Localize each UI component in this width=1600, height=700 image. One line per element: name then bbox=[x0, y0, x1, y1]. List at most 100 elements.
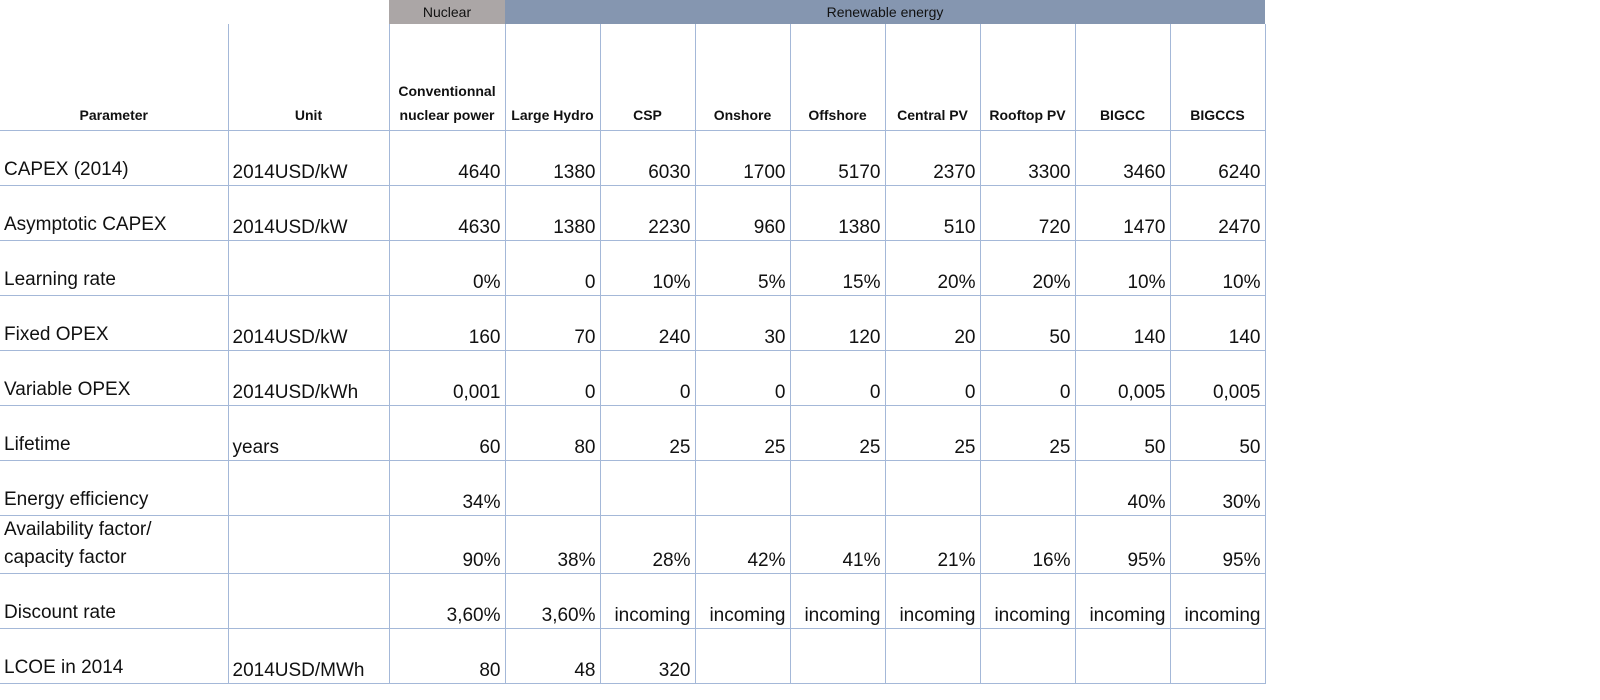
technology-column-header[interactable]: BIGCC bbox=[1074, 24, 1171, 131]
value-cell[interactable]: 80 bbox=[504, 405, 601, 461]
value-cell[interactable]: 240 bbox=[599, 295, 696, 351]
value-cell[interactable]: 20% bbox=[979, 240, 1076, 296]
value-cell[interactable] bbox=[599, 460, 696, 516]
value-cell[interactable]: 25 bbox=[979, 405, 1076, 461]
value-cell[interactable]: 20% bbox=[884, 240, 981, 296]
value-cell[interactable]: 720 bbox=[979, 185, 1076, 241]
value-cell[interactable]: 140 bbox=[1169, 295, 1266, 351]
value-cell[interactable]: 5% bbox=[694, 240, 791, 296]
value-cell[interactable]: 28% bbox=[599, 515, 696, 574]
value-cell[interactable]: 3460 bbox=[1074, 130, 1171, 186]
value-cell[interactable]: 0 bbox=[504, 240, 601, 296]
value-cell[interactable] bbox=[884, 460, 981, 516]
value-cell[interactable]: 1470 bbox=[1074, 185, 1171, 241]
value-cell[interactable] bbox=[789, 460, 886, 516]
value-cell[interactable]: 320 bbox=[599, 628, 696, 684]
value-cell[interactable]: 120 bbox=[789, 295, 886, 351]
value-cell[interactable]: 6240 bbox=[1169, 130, 1266, 186]
value-cell[interactable]: 510 bbox=[884, 185, 981, 241]
renewable-group-header[interactable]: Renewable energy bbox=[505, 0, 1265, 24]
value-cell[interactable]: 3300 bbox=[979, 130, 1076, 186]
value-cell[interactable] bbox=[789, 628, 886, 684]
parameter-cell[interactable]: Lifetime bbox=[0, 405, 229, 461]
value-cell[interactable]: 10% bbox=[599, 240, 696, 296]
technology-column-header[interactable]: Onshore bbox=[694, 24, 791, 131]
value-cell[interactable]: 34% bbox=[388, 460, 506, 516]
value-cell[interactable]: 0 bbox=[979, 350, 1076, 406]
unit-cell[interactable]: 2014USD/MWh bbox=[227, 628, 390, 684]
value-cell[interactable]: 25 bbox=[789, 405, 886, 461]
unit-cell[interactable]: 2014USD/kW bbox=[227, 185, 390, 241]
value-cell[interactable]: 70 bbox=[504, 295, 601, 351]
technology-column-header[interactable]: Conventionnal nuclear power bbox=[388, 24, 506, 131]
value-cell[interactable] bbox=[504, 460, 601, 516]
value-cell[interactable]: 21% bbox=[884, 515, 981, 574]
value-cell[interactable]: 960 bbox=[694, 185, 791, 241]
value-cell[interactable]: 80 bbox=[388, 628, 506, 684]
technology-column-header[interactable]: BIGCCS bbox=[1169, 24, 1266, 131]
value-cell[interactable]: 60 bbox=[388, 405, 506, 461]
unit-cell[interactable]: 2014USD/kW bbox=[227, 295, 390, 351]
value-cell[interactable]: 3,60% bbox=[388, 573, 506, 629]
value-cell[interactable]: 41% bbox=[789, 515, 886, 574]
value-cell[interactable]: 20 bbox=[884, 295, 981, 351]
value-cell[interactable]: 6030 bbox=[599, 130, 696, 186]
technology-column-header[interactable]: CSP bbox=[599, 24, 696, 131]
unit-cell[interactable]: 2014USD/kWh bbox=[227, 350, 390, 406]
value-cell[interactable]: 50 bbox=[979, 295, 1076, 351]
parameter-cell[interactable]: Variable OPEX bbox=[0, 350, 229, 406]
value-cell[interactable]: 0 bbox=[694, 350, 791, 406]
value-cell[interactable]: 3,60% bbox=[504, 573, 601, 629]
value-cell[interactable]: 4630 bbox=[388, 185, 506, 241]
value-cell[interactable] bbox=[1169, 628, 1266, 684]
value-cell[interactable]: 38% bbox=[504, 515, 601, 574]
value-cell[interactable]: 0 bbox=[504, 350, 601, 406]
value-cell[interactable]: 0 bbox=[789, 350, 886, 406]
unit-cell[interactable]: 2014USD/kW bbox=[227, 130, 390, 186]
value-cell[interactable]: incoming bbox=[1074, 573, 1171, 629]
value-cell[interactable]: 48 bbox=[504, 628, 601, 684]
value-cell[interactable]: 50 bbox=[1074, 405, 1171, 461]
parameter-cell[interactable]: Energy efficiency bbox=[0, 460, 229, 516]
parameter-cell[interactable]: CAPEX (2014) bbox=[0, 130, 229, 186]
value-cell[interactable]: 0 bbox=[884, 350, 981, 406]
value-cell[interactable]: 30% bbox=[1169, 460, 1266, 516]
unit-cell[interactable] bbox=[227, 240, 390, 296]
value-cell[interactable]: 0,001 bbox=[388, 350, 506, 406]
value-cell[interactable]: 2470 bbox=[1169, 185, 1266, 241]
value-cell[interactable]: 15% bbox=[789, 240, 886, 296]
parameter-cell[interactable]: Asymptotic CAPEX bbox=[0, 185, 229, 241]
value-cell[interactable]: 42% bbox=[694, 515, 791, 574]
unit-cell[interactable] bbox=[227, 573, 390, 629]
unit-column-header[interactable]: Unit bbox=[227, 24, 390, 131]
value-cell[interactable] bbox=[694, 460, 791, 516]
value-cell[interactable]: incoming bbox=[694, 573, 791, 629]
value-cell[interactable] bbox=[1074, 628, 1171, 684]
value-cell[interactable]: 1380 bbox=[504, 185, 601, 241]
unit-cell[interactable]: years bbox=[227, 405, 390, 461]
parameter-cell[interactable]: Discount rate bbox=[0, 573, 229, 629]
value-cell[interactable]: 0 bbox=[599, 350, 696, 406]
value-cell[interactable]: 25 bbox=[694, 405, 791, 461]
value-cell[interactable] bbox=[694, 628, 791, 684]
value-cell[interactable]: incoming bbox=[789, 573, 886, 629]
value-cell[interactable]: 95% bbox=[1169, 515, 1266, 574]
value-cell[interactable]: incoming bbox=[884, 573, 981, 629]
value-cell[interactable]: 0,005 bbox=[1169, 350, 1266, 406]
value-cell[interactable]: 10% bbox=[1074, 240, 1171, 296]
value-cell[interactable]: 0,005 bbox=[1074, 350, 1171, 406]
value-cell[interactable]: 160 bbox=[388, 295, 506, 351]
parameter-column-header[interactable]: Parameter bbox=[0, 24, 229, 131]
technology-column-header[interactable]: Large Hydro bbox=[504, 24, 601, 131]
parameter-cell[interactable]: Availability factor/ capacity factor bbox=[0, 515, 229, 574]
value-cell[interactable]: 95% bbox=[1074, 515, 1171, 574]
value-cell[interactable]: incoming bbox=[1169, 573, 1266, 629]
value-cell[interactable]: 2370 bbox=[884, 130, 981, 186]
value-cell[interactable]: incoming bbox=[979, 573, 1076, 629]
value-cell[interactable]: 1700 bbox=[694, 130, 791, 186]
technology-column-header[interactable]: Central PV bbox=[884, 24, 981, 131]
unit-cell[interactable] bbox=[227, 515, 390, 574]
value-cell[interactable]: 40% bbox=[1074, 460, 1171, 516]
value-cell[interactable]: 1380 bbox=[789, 185, 886, 241]
value-cell[interactable]: 25 bbox=[599, 405, 696, 461]
